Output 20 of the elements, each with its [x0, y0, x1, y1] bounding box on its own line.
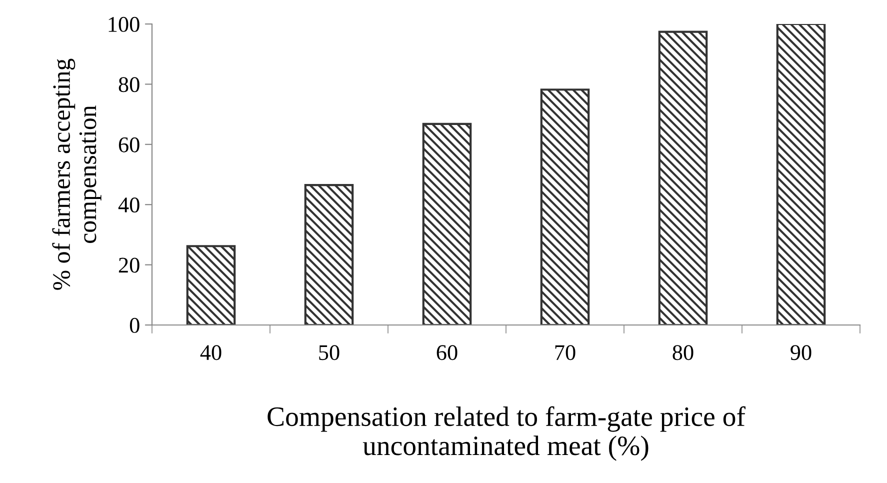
bar [186, 245, 236, 325]
bar [422, 122, 472, 325]
y-tick-label: 20 [118, 258, 140, 273]
bar [304, 184, 354, 325]
x-tick-label: 80 [672, 345, 694, 360]
y-tick-label: 0 [130, 318, 140, 333]
x-axis-title: Compensation related to farm-gate price of uncontaminated meat (%) [268, 406, 746, 461]
x-tick-label: 50 [319, 345, 340, 360]
x-tick-label: 60 [436, 345, 458, 360]
bar [776, 24, 826, 325]
y-tick-label: 40 [118, 198, 140, 213]
y-axis-title: % of farmers accepting compensation [52, 58, 102, 290]
y-tick-label: 100 [108, 16, 140, 32]
y-tick-label: 80 [118, 77, 140, 92]
bar [658, 30, 708, 325]
x-tick-label: 70 [555, 345, 576, 360]
x-tick-label: 90 [790, 345, 812, 360]
y-tick-label: 60 [118, 137, 140, 152]
bar [540, 88, 590, 325]
x-tick-label: 40 [200, 345, 222, 360]
